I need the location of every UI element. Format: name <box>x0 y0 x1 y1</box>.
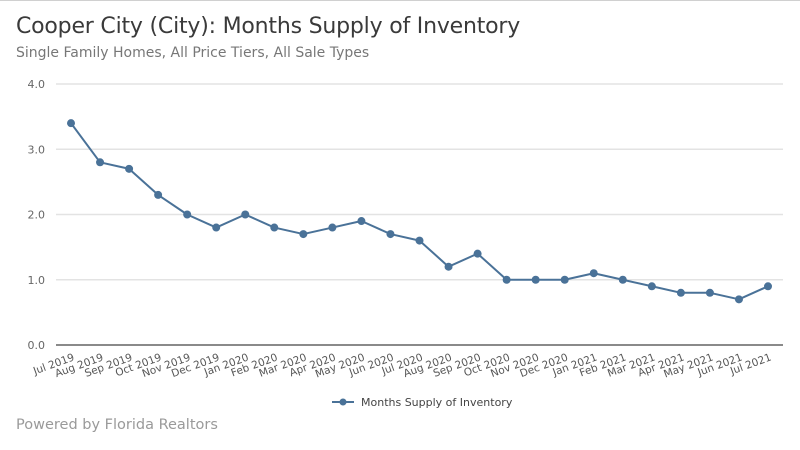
legend-marker-icon <box>339 398 347 406</box>
data-point[interactable] <box>734 295 743 304</box>
data-point[interactable] <box>299 230 308 239</box>
chart-subtitle: Single Family Homes, All Price Tiers, Al… <box>16 45 370 61</box>
gridlines <box>56 83 783 346</box>
powered-by-footer: Powered by Florida Realtors <box>16 417 218 433</box>
data-point[interactable] <box>241 210 250 219</box>
data-point[interactable] <box>444 262 453 271</box>
y-tick-label: 1.0 <box>28 274 46 287</box>
legend[interactable]: Months Supply of Inventory <box>332 396 513 409</box>
data-point[interactable] <box>125 164 134 173</box>
data-point[interactable] <box>560 275 569 284</box>
data-point[interactable] <box>386 230 395 239</box>
series-months-supply <box>67 119 772 304</box>
y-tick-label: 4.0 <box>28 78 46 91</box>
y-axis-ticks: 0.0 1.0 2.0 3.0 4.0 <box>28 78 46 352</box>
data-point[interactable] <box>764 282 772 291</box>
data-point[interactable] <box>531 275 540 284</box>
data-point[interactable] <box>357 217 366 226</box>
chart-title: Cooper City (City): Months Supply of Inv… <box>16 14 521 39</box>
y-tick-label: 3.0 <box>28 143 46 156</box>
data-point[interactable] <box>705 288 714 297</box>
data-point[interactable] <box>473 249 482 258</box>
y-tick-label: 2.0 <box>28 209 46 222</box>
data-point[interactable] <box>502 275 511 284</box>
data-point[interactable] <box>96 158 105 167</box>
data-point[interactable] <box>647 282 656 291</box>
y-tick-label: 0.0 <box>28 339 46 352</box>
data-point[interactable] <box>589 269 598 278</box>
data-point[interactable] <box>183 210 192 219</box>
legend-label[interactable]: Months Supply of Inventory <box>361 396 513 409</box>
data-point[interactable] <box>270 223 279 232</box>
data-point[interactable] <box>328 223 337 232</box>
data-point[interactable] <box>67 119 75 128</box>
data-point[interactable] <box>415 236 424 245</box>
data-point[interactable] <box>212 223 221 232</box>
data-point[interactable] <box>154 190 163 199</box>
data-point[interactable] <box>676 288 685 297</box>
data-point[interactable] <box>618 275 627 284</box>
